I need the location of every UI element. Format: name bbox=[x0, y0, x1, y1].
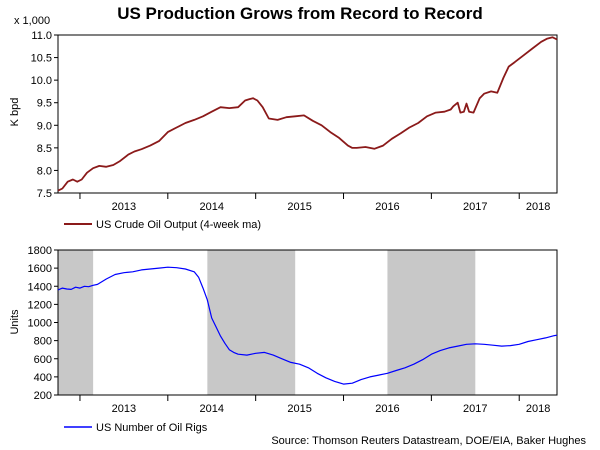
crude-y-tick-label: 9.0 bbox=[37, 120, 52, 132]
shaded-period-2 bbox=[207, 250, 296, 395]
rigs-x-tick-label: 2018 bbox=[526, 403, 550, 415]
rigs-legend-label: US Number of Oil Rigs bbox=[96, 422, 208, 434]
scale-label: x 1,000 bbox=[14, 15, 50, 27]
crude-x-tick-label: 2013 bbox=[112, 201, 136, 213]
source-note: Source: Thomson Reuters Datastream, DOE/… bbox=[271, 435, 586, 447]
rigs-x-tick-label: 2013 bbox=[112, 403, 136, 415]
rigs-y-tick-label: 600 bbox=[34, 354, 52, 366]
rigs-x-tick-label: 2017 bbox=[463, 403, 487, 415]
rigs-y-axis-label: Units bbox=[9, 309, 21, 335]
rigs-x-tick-label: 2014 bbox=[199, 403, 223, 415]
rigs-x-tick-label: 2016 bbox=[375, 403, 399, 415]
crude-x-tick-label: 2016 bbox=[375, 201, 399, 213]
crude-legend-label: US Crude Oil Output (4-week ma) bbox=[96, 219, 261, 231]
rigs-y-tick-label: 1000 bbox=[28, 318, 52, 330]
crude-plot-frame bbox=[57, 34, 558, 194]
crude-y-tick-label: 8.0 bbox=[37, 165, 52, 177]
crude-y-tick-label: 10.5 bbox=[31, 53, 52, 65]
crude-x-tick-label: 2017 bbox=[463, 201, 487, 213]
rigs-y-tick-label: 1800 bbox=[28, 245, 52, 257]
rigs-y-tick-label: 1400 bbox=[28, 281, 52, 293]
crude-x-tick-label: 2018 bbox=[526, 201, 550, 213]
crude-y-tick-label: 8.5 bbox=[37, 143, 52, 155]
rigs-y-tick-label: 200 bbox=[34, 390, 52, 402]
crude-x-tick-label: 2015 bbox=[287, 201, 311, 213]
rigs-y-tick-label: 1600 bbox=[28, 263, 52, 275]
crude-output-panel: x 1,000 K bpd 7.5 8.0 8.5 9.0 9.5 10.0 10.5 11.… bbox=[9, 15, 558, 231]
crude-x-tick-label: 2014 bbox=[199, 201, 223, 213]
rigs-y-tick-label: 400 bbox=[34, 372, 52, 384]
rigs-y-tick-label: 1200 bbox=[28, 299, 52, 311]
shaded-period-1 bbox=[58, 250, 94, 395]
crude-y-axis-label: K bpd bbox=[9, 98, 21, 127]
rigs-legend: US Number of Oil Rigs bbox=[64, 422, 208, 434]
crude-y-tick-label: 9.5 bbox=[37, 98, 52, 110]
crude-y-tick-label: 10.0 bbox=[31, 75, 52, 87]
oil-rigs-panel: Units 200 400 600 800 1000 1200 1400 1600 1800 20… bbox=[9, 245, 558, 434]
rigs-x-tick-label: 2015 bbox=[287, 403, 311, 415]
crude-y-tick-label: 11.0 bbox=[31, 30, 52, 42]
chart-title: US Production Grows from Record to Recor… bbox=[117, 4, 483, 23]
crude-legend: US Crude Oil Output (4-week ma) bbox=[64, 219, 261, 231]
crude-y-tick-label: 7.5 bbox=[37, 188, 52, 200]
rigs-y-tick-label: 800 bbox=[34, 336, 52, 348]
rigs-series-line bbox=[57, 266, 558, 385]
crude-series-line bbox=[57, 36, 558, 192]
shaded-period-3 bbox=[387, 250, 476, 395]
